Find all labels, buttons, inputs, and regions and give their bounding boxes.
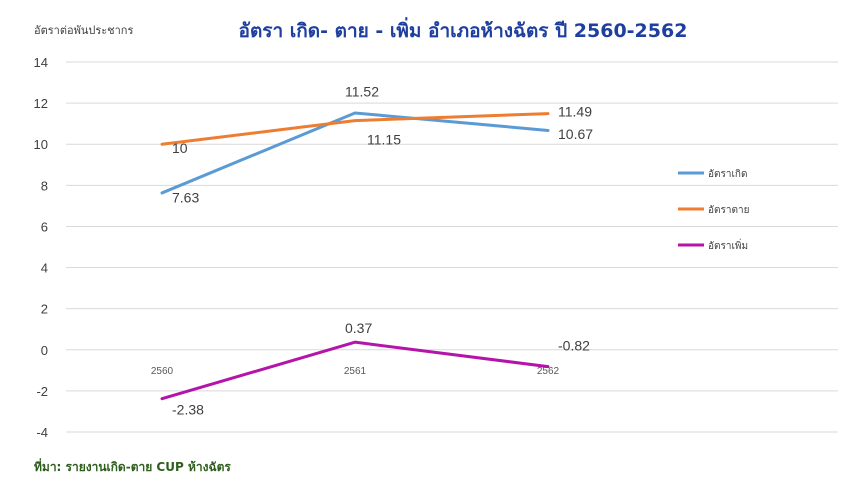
x-tick-label: 2561 [344, 366, 367, 377]
data-label: 0.37 [345, 320, 372, 336]
x-tick-label: 2562 [537, 366, 560, 377]
x-axis-ticks: 2560 2561 2562 [151, 366, 560, 377]
data-labels: 7.63 11.52 10.67 10 11.15 11.49 -2.38 0.37 -0.82 [172, 84, 593, 418]
y-tick-label: 14 [34, 55, 48, 70]
legend-label: อัตราเพิ่ม [708, 238, 748, 252]
legend-label: อัตราเกิด [708, 169, 747, 180]
y-tick-label: -2 [36, 384, 48, 399]
y-tick-label: 2 [41, 302, 48, 317]
y-axis-label: อัตราต่อพันประชากร [34, 24, 133, 37]
data-label: 10.67 [558, 126, 593, 142]
x-tick-label: 2560 [151, 366, 174, 377]
data-label: -2.38 [172, 401, 204, 417]
y-tick-label: 10 [34, 137, 48, 152]
y-tick-label: 6 [41, 219, 48, 234]
y-axis-ticks: 14 12 10 8 6 4 2 0 -2 -4 [34, 55, 48, 440]
data-label: 11.49 [558, 103, 592, 119]
gridlines [66, 61, 838, 433]
y-tick-label: 12 [34, 96, 48, 111]
y-tick-label: 0 [41, 343, 48, 358]
y-tick-label: 4 [41, 261, 48, 276]
legend-label: อัตราตาย [708, 205, 749, 216]
data-label: 11.15 [367, 131, 401, 147]
data-label: 10 [172, 140, 188, 156]
data-label: 7.63 [172, 190, 199, 206]
series-line-0 [160, 111, 550, 195]
source-note: ที่มา: รายงานเกิด-ตาย CUP ห้างฉัตร [34, 458, 231, 474]
data-label: -0.82 [558, 337, 590, 353]
series-line-1 [160, 112, 550, 146]
series-line-2 [160, 340, 550, 401]
data-label: 11.52 [345, 84, 379, 100]
y-tick-label: 8 [41, 178, 48, 193]
chart-title: อัตรา เกิด- ตาย - เพิ่ม อำเภอห้างฉัตร ปี… [239, 17, 688, 42]
y-tick-label: -4 [36, 425, 48, 440]
series-lines [160, 111, 550, 401]
